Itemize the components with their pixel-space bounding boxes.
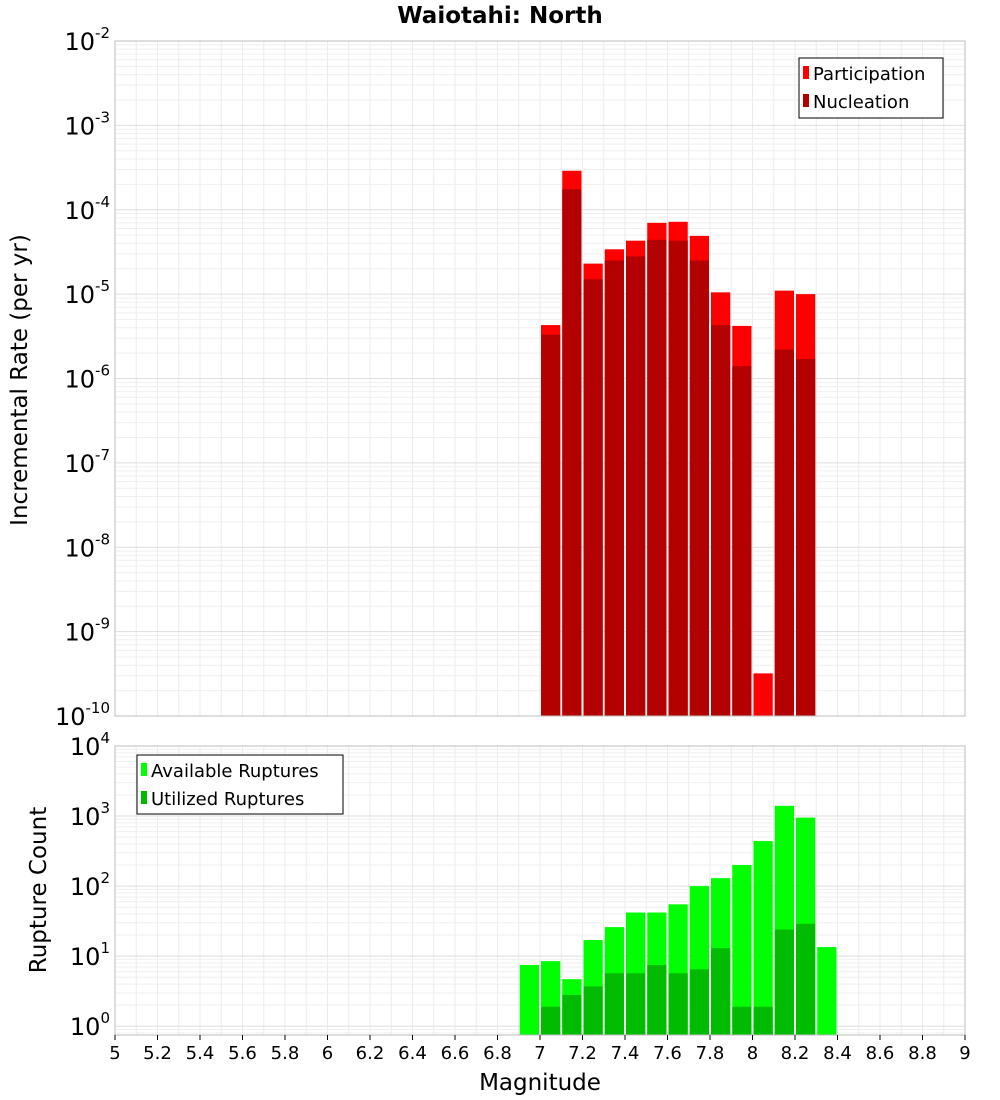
bottom-panel: 100 101 102 103 104 5 5.2 5.4 5.6 5.8 6 6.2 6.4 6.6 6… (26, 729, 971, 1096)
y-tick-label: 10-7 (64, 446, 110, 478)
x-tick-label: 5.4 (186, 1043, 215, 1064)
x-tick-label: 6.2 (356, 1043, 385, 1064)
bottom-y-axis-label: Rupture Count (26, 807, 52, 973)
x-tick-label: 7 (534, 1043, 545, 1064)
legend-label-utilized-ruptures: Utilized Ruptures (151, 789, 304, 810)
bar-utilized-ruptures (583, 986, 603, 1035)
top-y-ticks: 10-10 10-9 10-8 10-7 10-6 10-5 10-4 10-3 10-2 (55, 24, 110, 731)
bar-nucleation (562, 189, 582, 717)
bar-nucleation (732, 366, 752, 716)
bar-utilized-ruptures (668, 973, 688, 1035)
bar-nucleation (583, 279, 603, 716)
legend-swatch-utilized-ruptures (141, 791, 147, 804)
x-tick-label: 5.8 (271, 1043, 300, 1064)
x-tick-label: 7.6 (653, 1043, 682, 1064)
chart-title: Waiotahi: North (397, 3, 603, 29)
x-tick-label: 6.8 (483, 1043, 512, 1064)
y-tick-label: 103 (70, 799, 110, 831)
bar-utilized-ruptures (626, 973, 646, 1035)
bar-nucleation (774, 349, 794, 716)
bar-utilized-ruptures (711, 948, 731, 1035)
bar-participation (753, 673, 773, 716)
y-tick-label: 104 (70, 729, 110, 761)
bottom-y-ticks: 100 101 102 103 104 (70, 729, 110, 1041)
bar-nucleation (626, 256, 646, 716)
bar-nucleation (647, 239, 667, 716)
bottom-legend-box (136, 754, 344, 815)
y-tick-label: 100 (70, 1009, 110, 1041)
x-tick-label: 7.8 (696, 1043, 725, 1064)
top-grid (114, 41, 966, 717)
bar-utilized-ruptures (562, 994, 582, 1035)
x-tick-label: 9 (959, 1043, 970, 1064)
x-tick-label: 5.2 (143, 1043, 172, 1064)
legend-label-nucleation: Nucleation (813, 92, 909, 113)
x-tick-label: 8.2 (781, 1043, 810, 1064)
y-tick-label: 10-2 (64, 24, 110, 56)
top-legend: Participation Nucleation (798, 57, 944, 119)
x-tick-label: 8.6 (866, 1043, 895, 1064)
y-tick-label: 10-4 (64, 193, 110, 225)
bar-nucleation (689, 260, 709, 716)
bar-utilized-ruptures (774, 929, 794, 1035)
bar-nucleation (541, 334, 561, 716)
top-panel: 10-10 10-9 10-8 10-7 10-6 10-5 10-4 10-3 10-2 In… (7, 24, 966, 731)
x-tick-label: 5.6 (228, 1043, 257, 1064)
bottom-bars (519, 805, 837, 1035)
top-bars (541, 170, 816, 717)
top-legend-box (798, 57, 944, 119)
legend-swatch-nucleation (803, 94, 809, 107)
bar-utilized-ruptures (541, 1006, 561, 1035)
legend-label-participation: Participation (813, 64, 925, 85)
bar-available-ruptures (817, 947, 837, 1035)
bar-utilized-ruptures (796, 923, 816, 1035)
bar-utilized-ruptures (753, 1006, 773, 1035)
bar-utilized-ruptures (604, 973, 624, 1035)
y-tick-label: 10-6 (64, 362, 110, 394)
y-tick-label: 10-3 (64, 108, 110, 140)
y-tick-label: 102 (70, 869, 110, 901)
bar-nucleation (604, 260, 624, 716)
y-tick-label: 10-8 (64, 530, 110, 562)
x-tick-label: 8.4 (823, 1043, 852, 1064)
top-plot-border (114, 40, 966, 717)
bar-nucleation (668, 240, 688, 717)
chart-title-group: Waiotahi: North (397, 3, 603, 29)
y-tick-label: 10-9 (64, 615, 110, 647)
legend-swatch-available-ruptures (141, 763, 147, 776)
x-ticks: 5 5.2 5.4 5.6 5.8 6 6.2 6.4 6.6 6.8 7 7.2 7.4 7.6 7.8 8… (109, 1035, 971, 1064)
bar-available-ruptures (732, 865, 752, 1035)
x-tick-label: 7.4 (611, 1043, 640, 1064)
x-tick-label: 5 (109, 1043, 120, 1064)
bar-available-ruptures (753, 841, 773, 1035)
legend-label-available-ruptures: Available Ruptures (151, 761, 319, 782)
x-axis-label: Magnitude (479, 1070, 601, 1096)
bar-nucleation (711, 325, 731, 716)
x-tick-label: 6 (322, 1043, 333, 1064)
y-tick-label: 10-10 (55, 699, 110, 731)
x-tick-label: 6.6 (441, 1043, 470, 1064)
bar-utilized-ruptures (689, 969, 709, 1035)
legend-swatch-participation (803, 66, 809, 79)
x-tick-label: 8 (747, 1043, 758, 1064)
x-tick-label: 8.8 (908, 1043, 937, 1064)
x-tick-label: 6.4 (398, 1043, 427, 1064)
bar-utilized-ruptures (647, 964, 667, 1035)
bar-nucleation (796, 359, 816, 716)
y-tick-label: 10-5 (64, 277, 110, 309)
bottom-legend: Available Ruptures Utilized Ruptures (136, 754, 344, 815)
bar-available-ruptures (519, 964, 539, 1035)
top-y-axis-label: Incremental Rate (per yr) (7, 234, 33, 526)
bar-utilized-ruptures (732, 1006, 752, 1035)
y-tick-label: 101 (70, 939, 110, 971)
x-tick-label: 7.2 (568, 1043, 597, 1064)
